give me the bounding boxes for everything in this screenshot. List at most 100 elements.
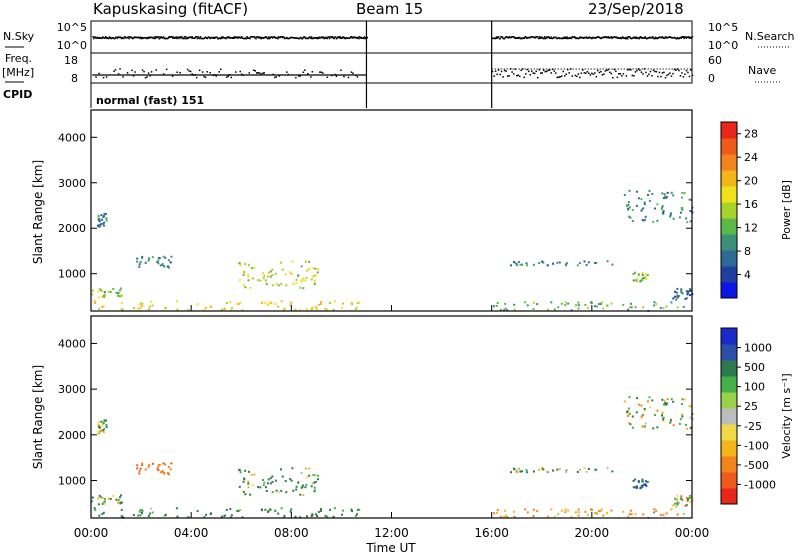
freq-point (582, 69, 584, 71)
freq-point (526, 68, 528, 71)
noise-point (249, 37, 251, 40)
noise-point (591, 37, 594, 39)
velocity-cell (584, 510, 587, 513)
noise-point (343, 36, 345, 39)
noise-point (229, 37, 232, 39)
power-cell (236, 303, 239, 305)
velocity-cell (120, 515, 123, 518)
noise-point (561, 37, 563, 39)
power-cell (686, 221, 689, 224)
noise-point (302, 36, 305, 39)
noise-point (354, 36, 356, 38)
noise-point (553, 36, 555, 39)
freq-tick-bottom: 8 (71, 72, 78, 85)
velocity-cell (656, 409, 659, 412)
velocity-cell (645, 484, 648, 487)
noise-point (156, 36, 158, 39)
noise-point (506, 36, 509, 39)
velocity-cell (666, 398, 669, 401)
noise-point (601, 36, 604, 39)
velocity-colorbar-tick-label: -1000 (744, 478, 776, 491)
power-cell (577, 301, 580, 304)
power-cell (636, 278, 638, 281)
freq-point (203, 75, 205, 78)
noise-point (254, 37, 256, 39)
power-cell (203, 308, 206, 311)
velocity-cell (269, 482, 272, 485)
noise-point (680, 37, 682, 39)
velocity-cell (237, 509, 240, 512)
freq-point (134, 71, 136, 73)
velocity-colorbar-segment (721, 456, 737, 473)
noise-point (150, 36, 153, 39)
freq-point (257, 72, 259, 74)
freq-point (615, 70, 617, 72)
velocity-cell (91, 496, 94, 499)
velocity-cell (684, 505, 687, 507)
noise-point (494, 37, 497, 40)
noise-point (605, 36, 607, 38)
freq-point (511, 71, 513, 73)
velocity-cell (628, 422, 631, 425)
noise-point (177, 36, 180, 39)
noise-point (171, 37, 174, 39)
velocity-colorbar-segment (721, 328, 737, 345)
power-cell (504, 307, 507, 310)
freq-point (618, 73, 620, 75)
power-cell (663, 197, 665, 199)
power-cell (103, 212, 106, 215)
velocity-cell (103, 428, 106, 431)
freq-point (319, 71, 321, 73)
noise-tick-bottom-right: 10^0 (708, 39, 738, 52)
velocity-cell (302, 494, 305, 497)
power-cell (242, 273, 245, 276)
power-cell (515, 262, 518, 265)
freq-point (682, 76, 685, 78)
noise-point (132, 37, 134, 40)
noise-point (512, 36, 514, 38)
power-cell (636, 280, 638, 283)
power-cell (115, 291, 118, 294)
velocity-cell (117, 499, 120, 502)
power-cell (308, 268, 311, 270)
power-colorbar-tick-label: 20 (744, 175, 758, 188)
noise-point (563, 36, 565, 38)
power-cell (570, 309, 573, 312)
velocity-cell (627, 414, 629, 417)
noise-point (331, 36, 333, 39)
freq-point (636, 69, 638, 72)
noise-point (637, 37, 640, 39)
power-cell (641, 218, 644, 221)
velocity-cell (512, 467, 515, 470)
noise-point (93, 37, 95, 40)
freq-point (592, 73, 595, 75)
power-cell (567, 302, 570, 305)
power-cell (98, 288, 101, 290)
noise-point (336, 37, 338, 39)
power-cell (103, 291, 106, 294)
power-cell (526, 264, 529, 267)
noise-point (344, 37, 347, 40)
power-cell (578, 262, 581, 265)
noise-point (295, 37, 298, 39)
freq-point (601, 74, 604, 76)
power-cell (630, 306, 633, 309)
freq-point (561, 75, 563, 77)
power-cell (139, 260, 142, 263)
velocity-cell (564, 471, 567, 473)
noise-point (242, 37, 244, 40)
power-cell (642, 306, 645, 309)
freq-point (634, 71, 637, 73)
noise-point (651, 36, 653, 39)
power-cell (314, 274, 317, 277)
power-cell (225, 302, 228, 304)
velocity-cell (158, 463, 161, 466)
velocity-cell (138, 469, 141, 472)
noise-point (497, 36, 500, 38)
velocity-cell (510, 471, 512, 474)
velocity-cell (187, 516, 190, 519)
velocity-cell (136, 467, 139, 470)
power-cell (628, 189, 631, 192)
power-cell (97, 296, 100, 299)
noise-point (188, 36, 190, 38)
